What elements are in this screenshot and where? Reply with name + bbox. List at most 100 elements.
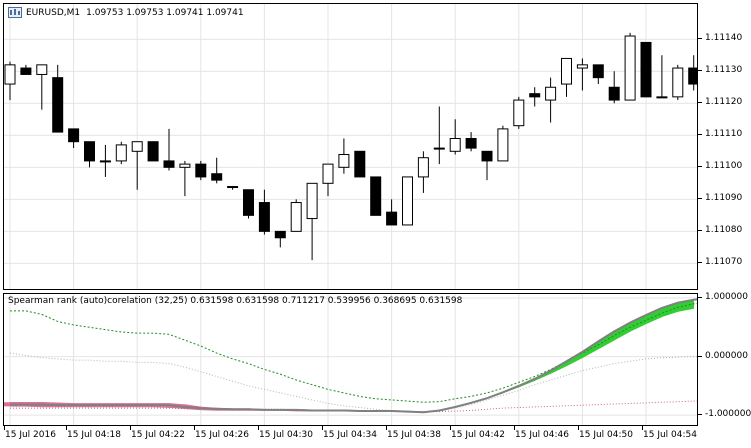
price-tick [698,166,702,168]
time-label: 15 Jul 04:50 [579,430,633,440]
bearish-candle [258,202,270,232]
bearish-candle [243,189,254,216]
bullish-candle [306,182,318,220]
time-label: 15 Jul 04:18 [67,430,121,440]
bearish-candle [20,67,32,75]
symbol-label: EURUSD,M1 [26,7,81,18]
time-tick [322,426,323,430]
time-label: 15 Jul 04:30 [259,430,313,440]
bearish-candle [354,150,366,178]
indicator-pane[interactable]: Spearman rank (auto)corelation (32,25) 0… [3,293,698,426]
bullish-candle [561,57,572,85]
indicator-label: -1.000000 [705,409,751,420]
time-tick [130,426,131,430]
time-tick [578,426,579,430]
bullish-candle [227,186,239,189]
spearman-line [10,298,697,414]
time-tick [66,426,67,430]
time-label: 15 Jul 04:26 [195,430,249,440]
ohlc-readout: 1.09753 1.09753 1.09741 1.09741 [86,7,244,18]
indicator-tick [698,414,702,416]
indicator-label: 0.000000 [705,350,748,361]
bullish-candle [36,64,48,75]
time-tick [4,426,5,430]
bullish-candle [433,147,445,150]
bullish-candle [179,163,191,168]
price-label: 1.11120 [705,97,743,108]
indicator-title: Spearman rank (auto)corelation (32,25) 0… [8,296,463,306]
time-axis: 15 Jul 2016 15 Jul 04:18 15 Jul 04:22 15 Ju… [0,426,751,448]
bearish-candle [195,163,207,178]
time-tick [386,426,387,430]
time-tick [514,426,515,430]
band-segment [629,314,647,332]
time-tick [450,426,451,430]
time-label: 15 Jul 04:22 [131,430,185,440]
bullish-candle [417,157,429,178]
bullish-candle [497,128,509,162]
bullish-candle [656,96,668,99]
time-tick [642,426,643,430]
bullish-candle [99,160,111,163]
band-segment [4,402,10,407]
indicator-tick [698,355,702,357]
time-label: 15 Jul 04:34 [323,430,377,440]
price-tick [698,230,702,232]
candlestick-chart [4,4,697,289]
bearish-candle [465,137,477,149]
chart-title: EURUSD,M1 1.09753 1.09753 1.09741 1.0974… [8,7,244,18]
green-dotted-series [10,302,697,403]
price-label: 1.11140 [705,33,743,44]
bearish-candle [688,67,697,85]
price-label: 1.11100 [705,161,743,172]
bullish-candle [4,64,16,85]
bullish-candle [576,64,588,69]
bearish-candle [592,64,604,79]
price-tick [698,262,702,264]
price-tick [698,38,702,40]
price-chart-pane[interactable]: EURUSD,M1 1.09753 1.09753 1.09741 1.0974… [3,3,698,290]
bearish-candle [211,173,223,181]
time-label: 15 Jul 04:42 [451,430,505,440]
indicator-axis: 1.000000 0.000000 -1.000000 [698,292,751,426]
indicator-chart [4,294,697,425]
band-segment [645,307,663,325]
bullish-candle [449,137,461,152]
bullish-candle [322,163,334,184]
price-tick [698,134,702,136]
price-label: 1.11070 [705,257,743,268]
bearish-candle [386,211,398,226]
bearish-candle [529,93,541,98]
bearish-candle [52,77,64,133]
price-label: 1.11130 [705,65,743,76]
bearish-candle [163,160,175,168]
bearish-candle [147,141,159,162]
price-tick [698,102,702,104]
bullish-candle [624,35,636,101]
price-label: 1.11090 [705,193,743,204]
bullish-candle [513,99,525,127]
time-label: 15 Jul 04:46 [515,430,569,440]
bearish-candle [370,176,382,216]
bullish-candle [115,144,127,162]
bullish-candle [672,67,684,98]
bullish-candle [402,176,413,226]
gray-dotted-series [9,352,697,413]
chart-window-icon [8,7,22,18]
time-tick [258,426,259,430]
price-tick [698,198,702,200]
bullish-candle [290,202,302,232]
bearish-candle [640,41,652,98]
time-label: 15 Jul 2016 [5,430,56,440]
bearish-candle [274,230,286,239]
indicator-tick [698,297,702,298]
price-label: 1.11080 [705,225,743,236]
price-label: 1.11110 [705,129,743,140]
bearish-candle [84,141,95,162]
time-label: 15 Jul 04:38 [387,430,441,440]
time-label: 15 Jul 04:54 [643,430,697,440]
bearish-candle [608,86,620,101]
indicator-label: 1.000000 [705,292,748,302]
bearish-candle [68,128,80,143]
